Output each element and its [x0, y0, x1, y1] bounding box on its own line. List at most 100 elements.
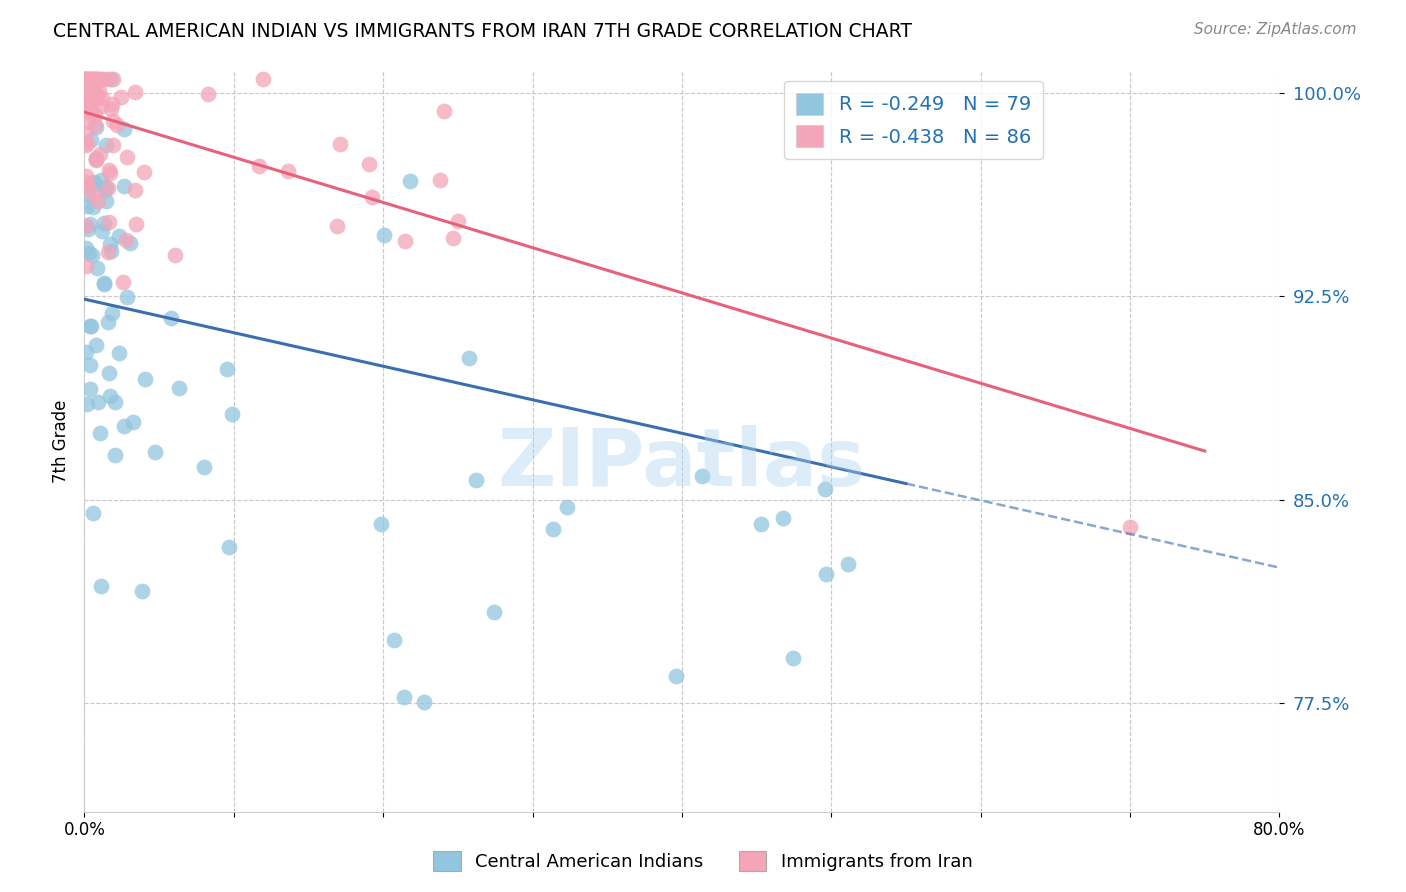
Point [193, 459, 215, 474]
Point [458, 351, 481, 365]
Point [86, 89, 108, 103]
Point [79, 217, 101, 231]
Point [75, 259, 97, 273]
Point [90, 579, 112, 593]
Point [447, 213, 470, 227]
Point [252, 72, 274, 87]
Point [76, 180, 98, 194]
Text: CENTRAL AMERICAN INDIAN VS IMMIGRANTS FROM IRAN 7TH GRADE CORRELATION CHART: CENTRAL AMERICAN INDIAN VS IMMIGRANTS FR… [53, 22, 912, 41]
Point [749, 517, 772, 532]
Point [329, 136, 352, 151]
Point [124, 86, 146, 100]
Point [217, 362, 239, 376]
Point [433, 103, 456, 118]
Point [80, 72, 103, 87]
Point [132, 165, 155, 179]
Point [115, 150, 138, 164]
Point [83, 88, 105, 103]
Point [104, 448, 127, 462]
Point [79, 72, 101, 87]
Point [101, 306, 124, 320]
Point [77, 90, 100, 104]
Point [83, 177, 105, 191]
Point [772, 511, 794, 525]
Point [77, 72, 100, 87]
Point [105, 118, 128, 132]
Point [89, 146, 111, 161]
Y-axis label: 7th Grade: 7th Grade [52, 400, 70, 483]
Point [112, 275, 135, 289]
Point [97, 315, 120, 329]
Point [115, 290, 138, 304]
Point [101, 72, 124, 87]
Point [89, 426, 111, 441]
Point [134, 372, 156, 386]
Point [76, 114, 98, 128]
Point [131, 584, 153, 599]
Point [80, 103, 103, 118]
Point [814, 566, 837, 581]
Point [370, 516, 392, 531]
Point [93, 276, 115, 290]
Point [80, 318, 103, 333]
Point [79, 382, 101, 396]
Point [82, 506, 104, 520]
Point [82, 85, 104, 99]
Point [86, 72, 108, 87]
Point [1119, 520, 1142, 534]
Point [84, 153, 107, 167]
Point [112, 418, 135, 433]
Point [75, 72, 97, 87]
Point [103, 113, 125, 128]
Point [93, 277, 115, 291]
Point [97, 180, 120, 194]
Point [79, 89, 101, 103]
Point [75, 72, 97, 87]
Point [543, 522, 565, 536]
Text: Source: ZipAtlas.com: Source: ZipAtlas.com [1194, 22, 1357, 37]
Point [82, 248, 104, 262]
Point [75, 72, 97, 87]
Point [75, 96, 97, 111]
Point [84, 152, 107, 166]
Point [112, 122, 135, 136]
Point [82, 81, 104, 95]
Point [160, 310, 183, 325]
Point [124, 183, 146, 197]
Point [221, 407, 243, 421]
Point [75, 138, 97, 153]
Point [86, 72, 108, 87]
Point [837, 558, 859, 572]
Point [394, 235, 416, 249]
Point [93, 216, 115, 230]
Point [96, 180, 118, 194]
Point [75, 169, 97, 183]
Point [110, 90, 132, 104]
Point [104, 394, 127, 409]
Point [557, 500, 579, 515]
Point [76, 72, 98, 87]
Point [80, 132, 103, 146]
Point [86, 87, 108, 101]
Point [108, 346, 131, 360]
Point [83, 175, 105, 189]
Point [91, 72, 114, 87]
Point [484, 605, 506, 619]
Point [373, 228, 395, 243]
Point [75, 87, 97, 101]
Point [399, 174, 422, 188]
Point [90, 99, 112, 113]
Point [218, 540, 240, 554]
Point [76, 186, 98, 201]
Point [97, 162, 120, 177]
Point [79, 105, 101, 120]
Point [326, 219, 349, 233]
Point [75, 126, 97, 140]
Point [86, 151, 108, 165]
Point [429, 173, 451, 187]
Point [100, 72, 122, 87]
Point [665, 669, 688, 683]
Point [118, 235, 141, 250]
Point [86, 261, 108, 276]
Point [90, 224, 112, 238]
